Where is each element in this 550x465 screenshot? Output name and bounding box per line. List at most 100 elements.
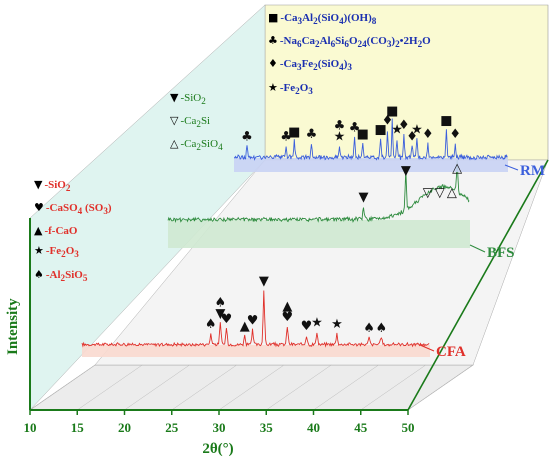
legend-label: -Ca2Si [180, 115, 211, 130]
y-axis-label: Intensity [5, 298, 21, 355]
peak-marker: ♠ [215, 295, 227, 310]
peak-marker: ★ [411, 123, 423, 138]
legend-label: -SiO2 [180, 92, 206, 107]
peak-marker: ★ [311, 315, 323, 330]
peak-marker: ▼ [215, 306, 225, 321]
peak-marker: ★ [331, 317, 343, 332]
legend-entry: ★ -Fe2O3 [34, 241, 112, 264]
series-base-rm [234, 158, 508, 172]
grid-line [124, 364, 190, 411]
grid-line [29, 364, 96, 411]
legend-symbol: ♣ [268, 34, 278, 48]
legend-label: -Al2SiO5 [45, 268, 88, 283]
grid-line [77, 364, 143, 411]
series-line-cfa [81, 290, 430, 348]
legend-label: -Ca3Fe2(SiO4)3 [279, 58, 352, 73]
peak-marker: ▲ [282, 299, 292, 314]
legend-entry: ▼ -SiO2 [170, 88, 223, 111]
peak-marker: ♠ [363, 321, 375, 336]
x-tick-label-20: 20 [118, 420, 131, 435]
x-ticks: 10 15 20 25 30 35 40 45 50 [24, 410, 415, 435]
marker-layer: ♠▼♠♥ ▲♥▼♥▲♥★ ★ ♠ ♠▼▼▽ ▽ △△♣ ♣■ ♣ ★♣ ♣■ ■♦■★♦♦★ ♦■♦ [205, 104, 462, 336]
peak-marker: ♥ [281, 310, 293, 325]
x-tick-label-10: 10 [24, 420, 37, 435]
grid-line [407, 364, 474, 411]
peak-marker: ★ [334, 130, 346, 145]
legend-label: -Na6Ca2Al6Si6O24(CO3)2•2H2O [279, 35, 431, 50]
peak-marker: △ [447, 185, 457, 200]
legend-symbol: ♦ [268, 57, 278, 71]
series-line-rm [234, 118, 508, 161]
series-layer [81, 118, 508, 357]
legend-entry: ♥ -CaSO4 (SO3) [34, 198, 112, 221]
peak-marker: ♥ [247, 314, 259, 329]
legend-label: -Fe2O3 [45, 245, 79, 260]
x-tick-label-30: 30 [213, 420, 226, 435]
x-tick-label-45: 45 [354, 420, 368, 435]
legend-entry: ■ -Ca3Al2(SiO4)(OH)8 [268, 8, 431, 31]
peak-marker: ♦ [449, 127, 461, 142]
legend-label: -Ca2SiO4 [180, 138, 223, 153]
peak-marker: ♣ [280, 130, 292, 145]
leader-bfs [469, 244, 486, 253]
x-axis-label: 2θ(°) [202, 441, 233, 457]
leader-cfa [419, 344, 435, 352]
peak-marker: ♦ [382, 113, 394, 128]
x-tick-label-15: 15 [71, 420, 85, 435]
legend-entry: ▽ -Ca2Si [170, 111, 223, 134]
depth-axis-line [407, 159, 549, 411]
legend-label: -f-CaO [44, 225, 78, 238]
legend-label: -Fe2O3 [279, 81, 313, 96]
legend-entry: ♦ -Ca3Fe2(SiO4)3 [268, 54, 431, 77]
legend-label: -CaSO4 (SO3) [45, 202, 112, 217]
grid-line [171, 364, 237, 411]
peak-marker: ♥ [301, 319, 313, 334]
legend-symbol: ★ [268, 80, 278, 94]
peak-marker: ♥ [221, 312, 233, 327]
legend-entry: ▲ -f-CaO [34, 221, 112, 241]
peak-marker: ▲ [240, 319, 250, 334]
legend-symbol: ▼ [34, 178, 43, 191]
series-label-bfs: BFS [487, 245, 515, 261]
grid-line [218, 364, 285, 411]
peak-marker: ▽ [435, 185, 445, 200]
peak-marker: ▼ [401, 163, 411, 178]
legend-entry: ♠ -Al2SiO5 [34, 265, 112, 288]
peak-marker: ♦ [398, 118, 410, 133]
series-base-cfa [82, 345, 430, 357]
peak-marker: ♣ [306, 127, 318, 142]
legend-symbol: ▽ [170, 114, 179, 128]
legend-bfs: ▼ -SiO2 ▽ -Ca2Si △ -Ca2SiO4 [170, 88, 223, 158]
x-tick-label-50: 50 [402, 420, 415, 435]
peak-marker: ♣ [241, 130, 253, 145]
legend-entry: ♣ -Na6Ca2Al6Si6O24(CO3)2•2H2O [268, 31, 431, 54]
peak-marker: ♠ [375, 321, 387, 336]
peak-marker: ★ [391, 123, 403, 138]
floor-grid [29, 364, 474, 411]
peak-marker: ♦ [422, 127, 434, 142]
peak-marker: ■ [374, 123, 386, 138]
legend-symbol: △ [170, 137, 179, 151]
series-line-bfs [167, 159, 470, 224]
peak-marker: ■ [386, 104, 398, 119]
legend-cfa: ▼ -SiO2 ♥ -CaSO4 (SO3) ▲ -f-CaO ★ -Fe2O3 ♠ -Al2Si… [34, 175, 112, 288]
series-label-rm: RM [520, 163, 545, 179]
peak-marker: △ [452, 161, 462, 176]
legend-entry: ★ -Fe2O3 [268, 78, 431, 101]
peak-marker: ♣ [334, 119, 346, 134]
x-tick-label-35: 35 [260, 420, 274, 435]
peak-marker: ▼ [259, 274, 269, 289]
x-tick-label-40: 40 [307, 420, 320, 435]
legend-symbol: ▼ [170, 91, 179, 104]
peak-marker: ■ [357, 127, 369, 142]
legend-symbol: ★ [34, 244, 44, 258]
peak-marker: ▽ [423, 185, 433, 200]
legend-entry: △ -Ca2SiO4 [170, 134, 223, 157]
grid-line [360, 364, 426, 411]
peak-marker: ■ [440, 113, 452, 128]
peak-marker: ▼ [359, 190, 369, 205]
legend-symbol: ■ [268, 11, 279, 24]
grid-line [266, 364, 332, 411]
